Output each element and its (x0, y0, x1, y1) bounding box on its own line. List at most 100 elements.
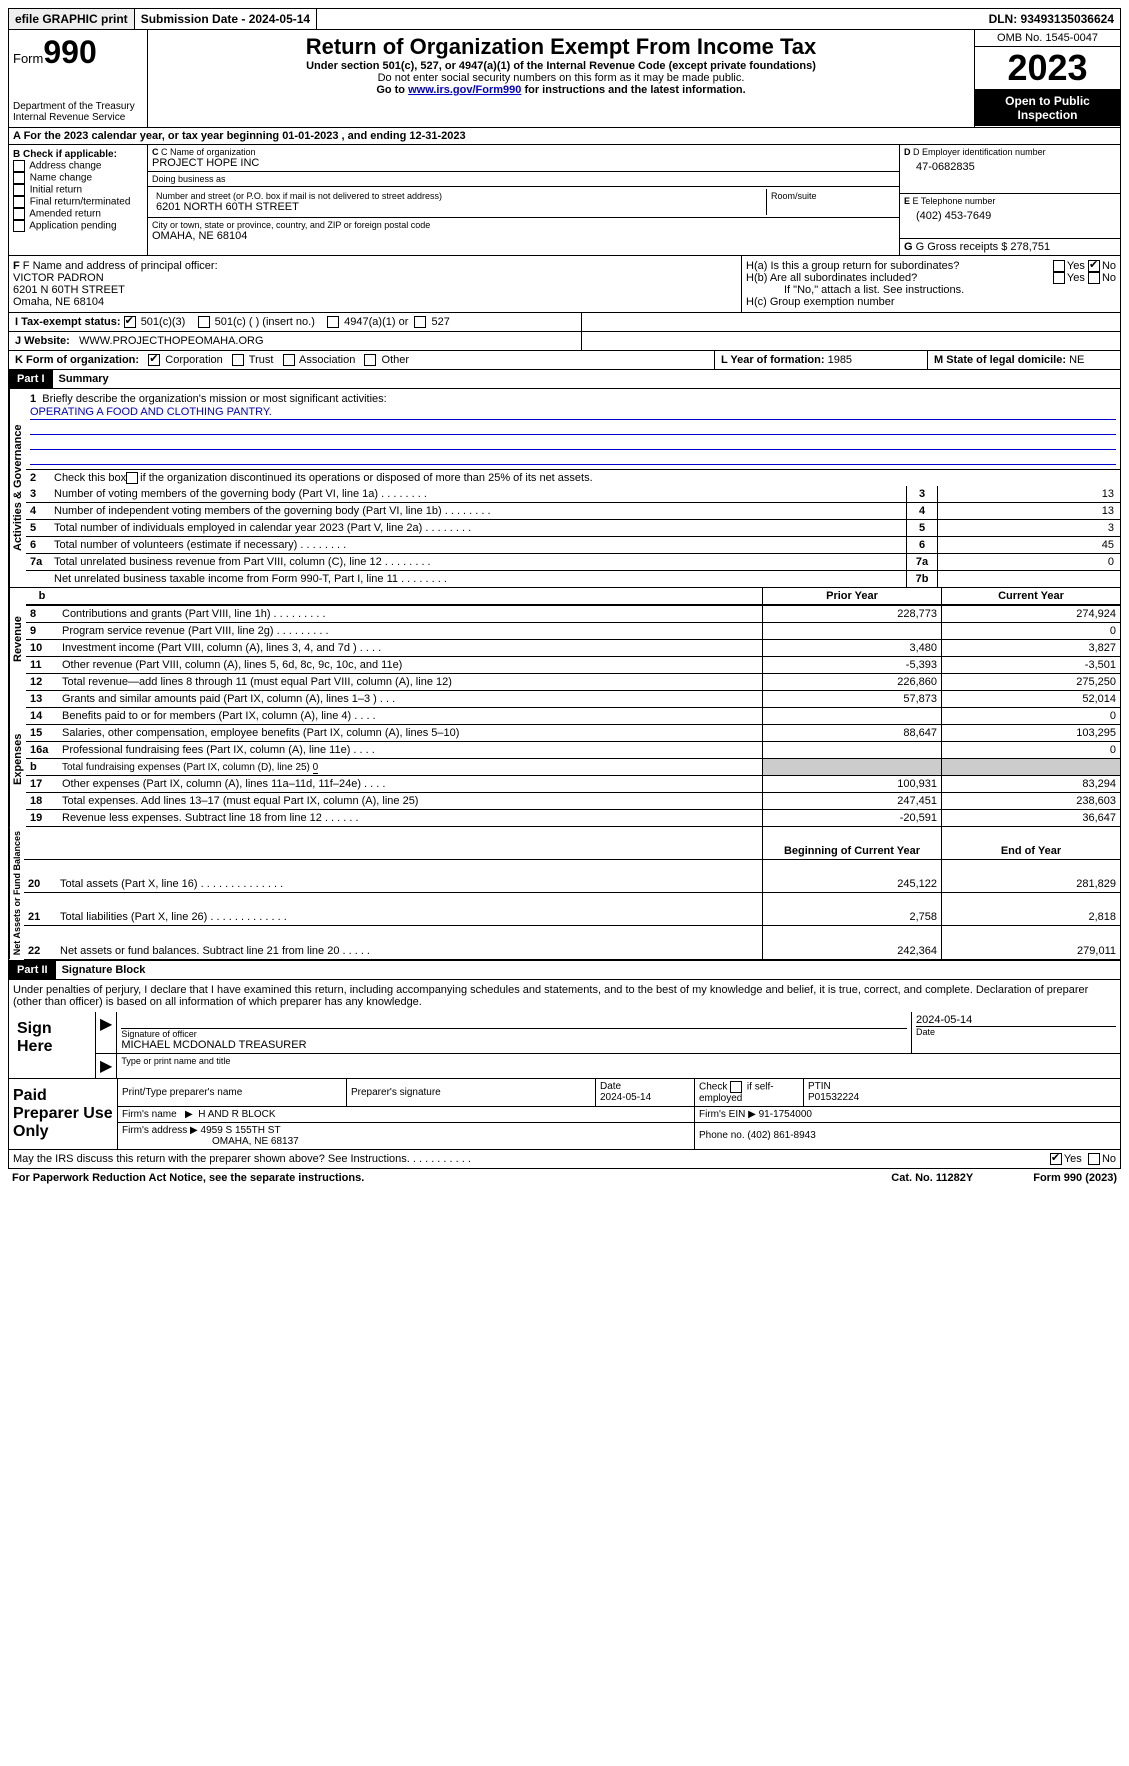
sign-here-block: Sign Here ▶ Signature of officer MICHAEL… (8, 1012, 1121, 1079)
street-field: Number and street (or P.O. box if mail i… (148, 187, 899, 218)
section-f-officer: F F Name and address of principal office… (9, 256, 742, 312)
top-bar: efile GRAPHIC print Submission Date - 20… (8, 8, 1121, 30)
hb-yes-checkbox[interactable] (1053, 272, 1065, 284)
arrow-icon: ▶ (96, 1054, 117, 1078)
officer-name: MICHAEL MCDONALD TREASURER (121, 1039, 907, 1051)
b-checkbox[interactable] (13, 220, 25, 232)
efile-print-btn[interactable]: efile GRAPHIC print (9, 9, 135, 29)
form-header: Form990 Department of the Treasury Inter… (8, 30, 1121, 128)
table-row: 21Total liabilities (Part X, line 26) . … (24, 893, 1120, 926)
k-checkbox[interactable] (148, 354, 160, 366)
paid-preparer-label: Paid Preparer Use Only (9, 1079, 118, 1149)
ha-no-checkbox[interactable] (1088, 260, 1100, 272)
b-checkbox[interactable] (13, 208, 25, 220)
form-subtitle: Under section 501(c), 527, or 4947(a)(1)… (152, 60, 970, 72)
arrow-icon: ▶ (96, 1012, 117, 1053)
table-row: 11Other revenue (Part VIII, column (A), … (26, 657, 1120, 674)
table-row: 13Grants and similar amounts paid (Part … (26, 691, 1120, 708)
summary-line: 6Total number of volunteers (estimate if… (26, 537, 1120, 554)
paperwork-footer: For Paperwork Reduction Act Notice, see … (8, 1169, 1121, 1187)
form-number: Form990 (13, 34, 143, 71)
table-row: 10Investment income (Part VIII, column (… (26, 640, 1120, 657)
section-b: B Check if applicable: Address change Na… (9, 145, 148, 255)
form-of-org: K Form of organization: Corporation Trus… (9, 351, 715, 369)
table-row: 18Total expenses. Add lines 13–17 (must … (26, 793, 1120, 810)
summary-line: 3Number of voting members of the governi… (26, 486, 1120, 503)
k-checkbox[interactable] (232, 354, 244, 366)
summary-line: 4Number of independent voting members of… (26, 503, 1120, 520)
501c3-checkbox[interactable] (124, 316, 136, 328)
k-checkbox[interactable] (364, 354, 376, 366)
revenue-label: Revenue (9, 588, 26, 691)
table-row: 22Net assets or fund balances. Subtract … (24, 926, 1120, 959)
state-domicile: M State of legal domicile: NE (928, 351, 1120, 369)
summary-line: Net unrelated business taxable income fr… (26, 571, 1120, 587)
paid-preparer-block: Paid Preparer Use Only Print/Type prepar… (8, 1079, 1121, 1150)
section-h: H(a) Is this a group return for subordin… (742, 256, 1120, 312)
city-field: City or town, state or province, country… (148, 218, 899, 244)
table-row: 8Contributions and grants (Part VIII, li… (26, 605, 1120, 623)
b-checkbox[interactable] (13, 172, 25, 184)
tax-exempt-status: I Tax-exempt status: 501(c)(3) 501(c) ( … (9, 313, 582, 331)
perjury-declaration: Under penalties of perjury, I declare th… (8, 980, 1121, 1012)
part-2-header: Part II Signature Block (8, 961, 1121, 980)
governance-section: Activities & Governance 1 Briefly descri… (8, 389, 1121, 588)
section-f-h: F F Name and address of principal office… (8, 256, 1121, 313)
4947-checkbox[interactable] (327, 316, 339, 328)
discuss-no-checkbox[interactable] (1088, 1153, 1100, 1165)
expenses-section: Expenses 13Grants and similar amounts pa… (8, 691, 1121, 827)
irs-link[interactable]: www.irs.gov/Form990 (408, 84, 521, 96)
org-name-field: C C Name of organization PROJECT HOPE IN… (148, 145, 899, 172)
row-i-j: I Tax-exempt status: 501(c)(3) 501(c) ( … (8, 313, 1121, 332)
open-public-badge: Open to Public Inspection (975, 90, 1120, 126)
submission-date: Submission Date - 2024-05-14 (135, 9, 317, 29)
table-row: 19Revenue less expenses. Subtract line 1… (26, 810, 1120, 827)
year-formation: L Year of formation: 1985 (715, 351, 928, 369)
form-title: Return of Organization Exempt From Incom… (152, 34, 970, 60)
governance-label: Activities & Governance (9, 389, 26, 587)
self-employed-checkbox[interactable] (730, 1081, 742, 1093)
table-row: 14Benefits paid to or for members (Part … (26, 708, 1120, 725)
b-checkbox[interactable] (13, 196, 25, 208)
table-row: 12Total revenue—add lines 8 through 11 (… (26, 674, 1120, 691)
row-j-website: J Website: WWW.PROJECTHOPEOMAHA.ORG (8, 332, 1121, 351)
table-row: 20Total assets (Part X, line 16) . . . .… (24, 860, 1120, 893)
b-checkbox[interactable] (13, 160, 25, 172)
summary-line: 5Total number of individuals employed in… (26, 520, 1120, 537)
row-k-l-m: K Form of organization: Corporation Trus… (8, 351, 1121, 370)
501c-checkbox[interactable] (198, 316, 210, 328)
goto-instructions: Go to www.irs.gov/Form990 for instructio… (152, 84, 970, 96)
section-e-phone: E E Telephone number (402) 453-7649 (900, 194, 1120, 239)
dba-field: Doing business as (148, 172, 899, 187)
omb-number: OMB No. 1545-0047 (975, 30, 1120, 47)
part-1-header: Part I Summary (8, 370, 1121, 389)
table-row: bTotal fundraising expenses (Part IX, co… (26, 759, 1120, 776)
table-row: 17Other expenses (Part IX, column (A), l… (26, 776, 1120, 793)
table-row: 15Salaries, other compensation, employee… (26, 725, 1120, 742)
hb-no-checkbox[interactable] (1088, 272, 1100, 284)
sign-here-label: Sign Here (9, 1012, 96, 1078)
dept-treasury: Department of the Treasury Internal Reve… (13, 101, 143, 123)
ha-yes-checkbox[interactable] (1053, 260, 1065, 272)
row-a-tax-year: A For the 2023 calendar year, or tax yea… (8, 128, 1121, 145)
k-checkbox[interactable] (283, 354, 295, 366)
discuss-yes-checkbox[interactable] (1050, 1153, 1062, 1165)
discuss-row: May the IRS discuss this return with the… (8, 1150, 1121, 1169)
ssn-note: Do not enter social security numbers on … (152, 72, 970, 84)
section-g-receipts: G G Gross receipts $ 278,751 (900, 239, 1120, 255)
expenses-label: Expenses (9, 691, 26, 827)
revenue-section: Revenue bPrior YearCurrent Year 8Contrib… (8, 588, 1121, 691)
section-b-c-d-e-g: B Check if applicable: Address change Na… (8, 145, 1121, 256)
b-checkbox[interactable] (13, 184, 25, 196)
net-assets-label: Net Assets or Fund Balances (9, 827, 24, 959)
table-row: 16aProfessional fundraising fees (Part I… (26, 742, 1120, 759)
section-d-ein: D D Employer identification number 47-06… (900, 145, 1120, 194)
summary-line: 7aTotal unrelated business revenue from … (26, 554, 1120, 571)
net-assets-section: Net Assets or Fund Balances Beginning of… (8, 827, 1121, 960)
table-row: 9Program service revenue (Part VIII, lin… (26, 623, 1120, 640)
dln: DLN: 93493135036624 (983, 9, 1120, 29)
tax-year: 2023 (975, 47, 1120, 90)
line2-checkbox[interactable] (126, 472, 138, 484)
mission-text: OPERATING A FOOD AND CLOTHING PANTRY. (30, 405, 1116, 420)
527-checkbox[interactable] (414, 316, 426, 328)
